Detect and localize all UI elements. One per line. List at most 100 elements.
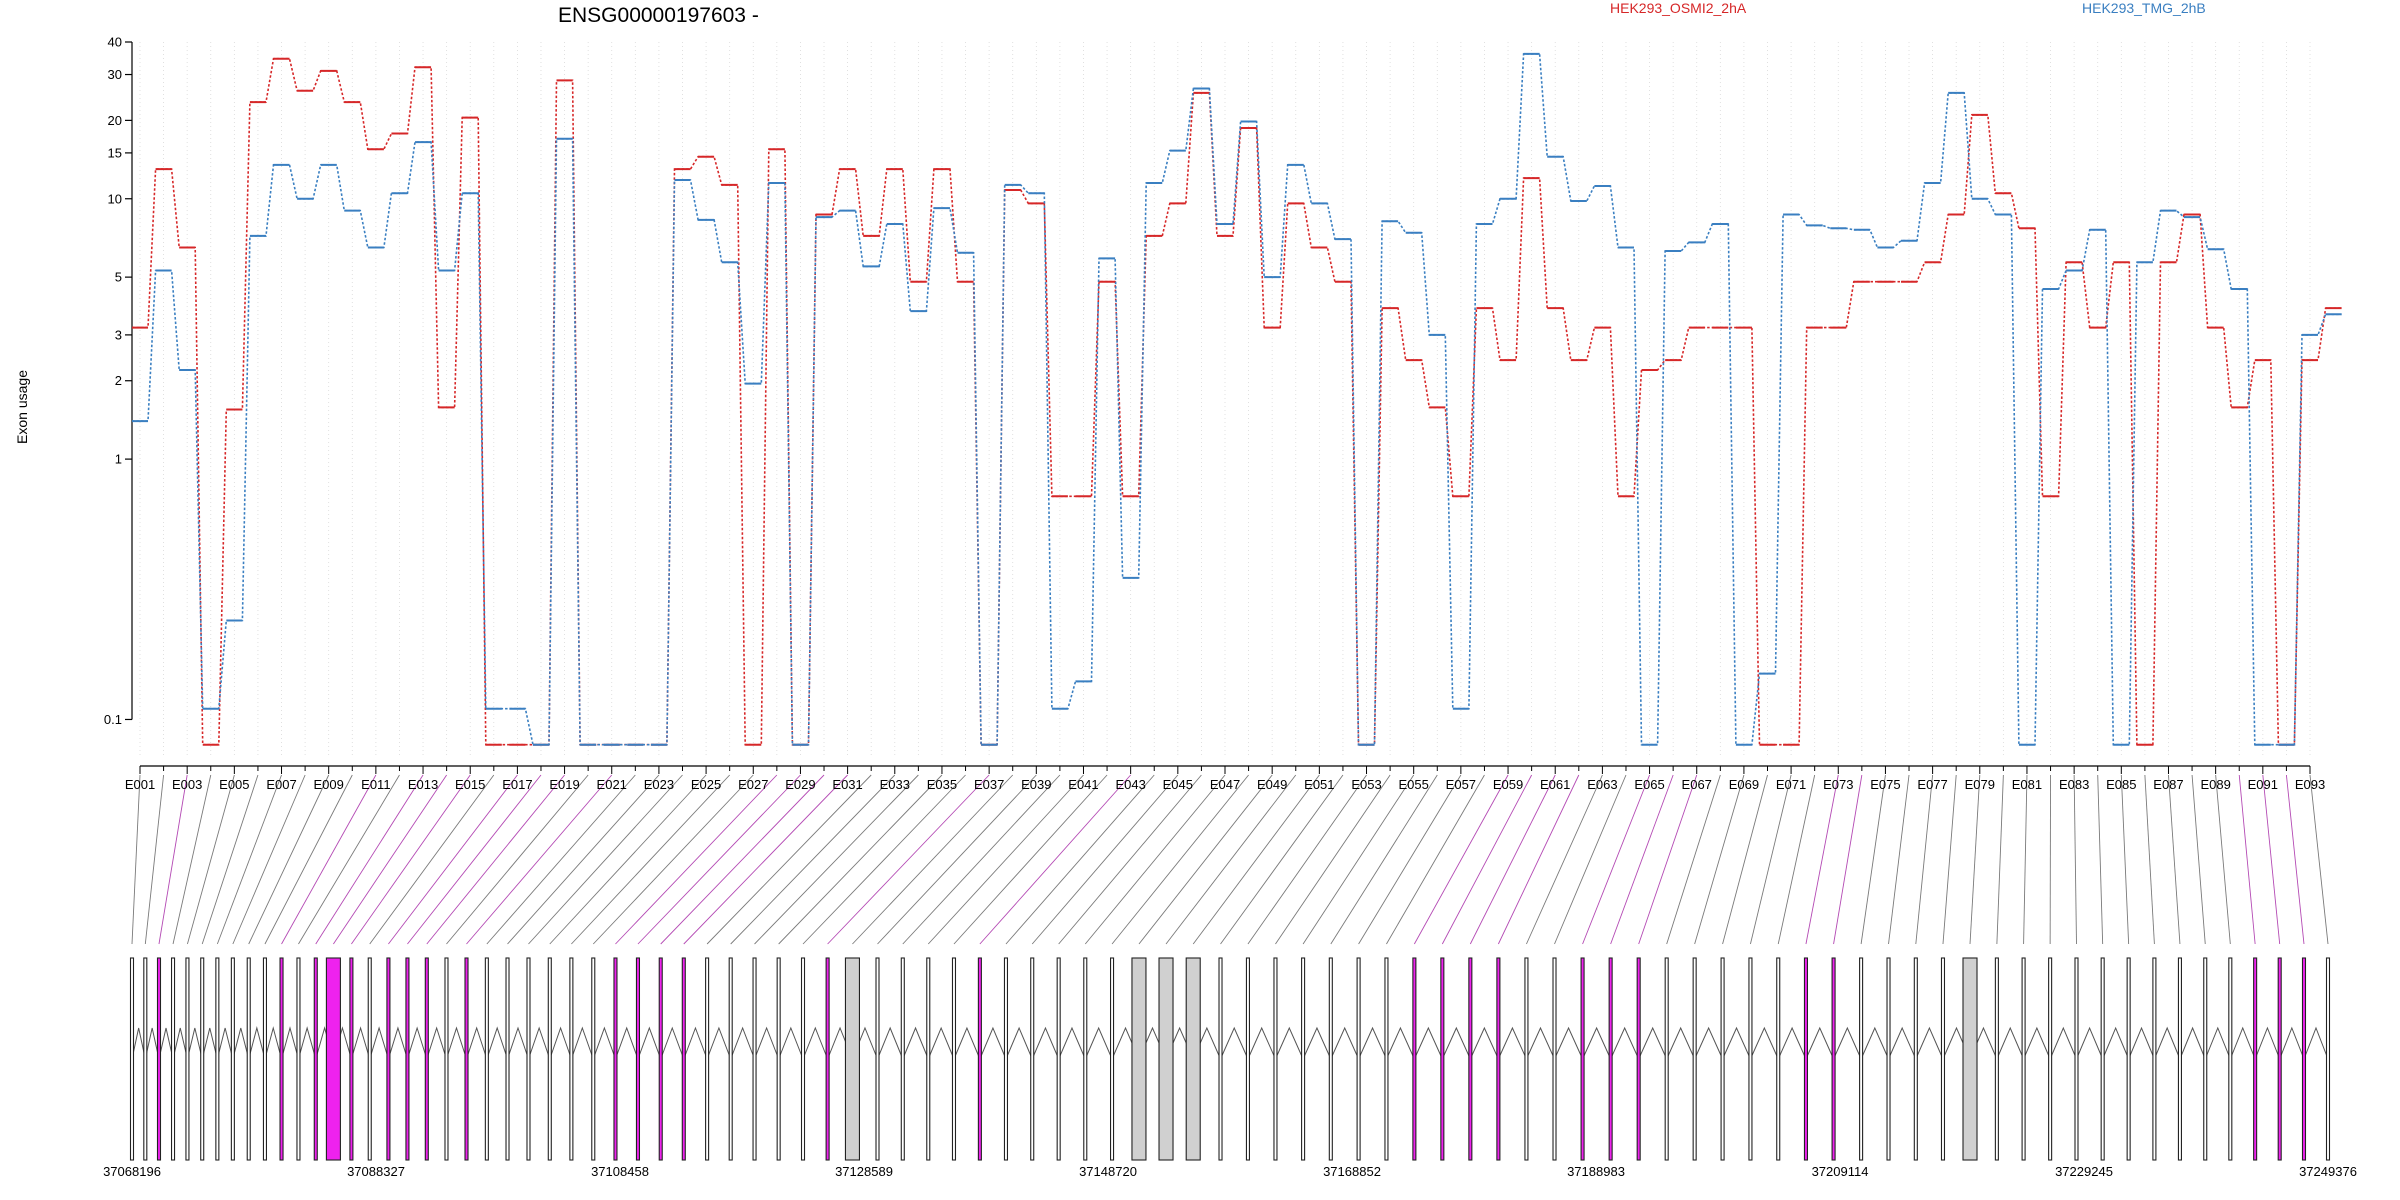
- x-tick-label: E017: [502, 777, 532, 792]
- exon-box: [2126, 957, 2131, 1161]
- exon-link-line: [1554, 774, 1627, 945]
- exon-link-line: [1469, 774, 1556, 945]
- intron-line: [1860, 1026, 1889, 1060]
- exon-box: [464, 957, 469, 1161]
- exon-link-line: [528, 774, 683, 945]
- exon-link-line: [351, 774, 471, 945]
- exon-link-line: [1526, 774, 1603, 945]
- intron-line: [1749, 1026, 1779, 1060]
- exon-link-line: [298, 774, 400, 945]
- exon-box: [844, 957, 860, 1161]
- exon-box: [424, 957, 429, 1161]
- exon-box: [547, 957, 552, 1161]
- exon-link-line: [388, 774, 518, 945]
- x-tick-label: E039: [1021, 777, 1051, 792]
- exon-link-line: [2285, 774, 2305, 945]
- intron-line: [1247, 1026, 1276, 1060]
- exon-link-line: [426, 774, 565, 945]
- intron-line: [1469, 1026, 1499, 1060]
- exon-link-line: [1111, 774, 1249, 945]
- intron-line: [232, 1027, 250, 1060]
- exon-link-line: [2238, 774, 2256, 945]
- x-tick-label: E085: [2106, 777, 2136, 792]
- x-tick-label: E081: [2012, 777, 2042, 792]
- exon-box: [1273, 957, 1278, 1161]
- axes: 0.1 1 2 3 5 10 15 20 30 40 E001 E003 E005 E007 E009 E01…: [104, 35, 2325, 793]
- exon-link-line: [1722, 774, 1768, 945]
- exon-link-line: [158, 774, 188, 945]
- y-tick-label: 2: [115, 373, 122, 388]
- intron-line: [1694, 1026, 1724, 1060]
- exon-link-line: [144, 774, 165, 945]
- exon-link-line: [1610, 774, 1674, 945]
- intron-line: [1805, 1026, 1835, 1060]
- exon-box: [1940, 957, 1946, 1161]
- exon-box: [776, 957, 781, 1161]
- exon-box: [1468, 957, 1473, 1161]
- intron-line: [2204, 1026, 2231, 1060]
- intron-line: [406, 1026, 428, 1060]
- exon-box: [2074, 957, 2079, 1161]
- x-tick-label: E071: [1776, 777, 1806, 792]
- exon-link-line: [1497, 774, 1580, 945]
- intron-line: [2254, 1026, 2281, 1060]
- exon-box: [1776, 957, 1781, 1161]
- exon-box: [156, 957, 162, 1161]
- exon-box: [1831, 957, 1836, 1161]
- x-tick-label: E035: [927, 777, 957, 792]
- intron-line: [1582, 1026, 1612, 1060]
- intron-line: [144, 1027, 160, 1060]
- intron-line: [2102, 1026, 2130, 1060]
- exon-link-line: [1888, 774, 1910, 945]
- intron-line: [902, 1026, 929, 1060]
- exon-link-line: [1005, 774, 1155, 945]
- exon-box: [2203, 957, 2208, 1161]
- x-tick-label: E055: [1399, 777, 1429, 792]
- exon-link-line: [1694, 774, 1745, 945]
- y-tick-label: 5: [115, 270, 122, 285]
- x-tick-label: E057: [1446, 777, 1476, 792]
- x-tick-label: E013: [408, 777, 438, 792]
- x-tick-label: E005: [219, 777, 249, 792]
- genomic-position-label: 37128589: [835, 1164, 893, 1179]
- exon-box: [1524, 957, 1529, 1161]
- exon-box: [825, 957, 830, 1161]
- y-tick-label: 1: [115, 452, 122, 467]
- intron-line: [2128, 1026, 2155, 1060]
- exon-box: [2048, 957, 2053, 1161]
- intron-line: [1915, 1026, 1944, 1060]
- exon-link-line: [754, 774, 919, 945]
- intron-line: [1220, 1026, 1249, 1060]
- x-tick-label: E077: [1917, 777, 1947, 792]
- exon-box: [569, 957, 574, 1161]
- x-tick-label: E009: [314, 777, 344, 792]
- exon-box: [1131, 957, 1147, 1161]
- intron-line: [1386, 1026, 1415, 1060]
- intron-line: [1833, 1026, 1862, 1060]
- x-tick-label: E079: [1965, 777, 1995, 792]
- exon-link-line: [2073, 774, 2077, 945]
- x-tick-label: E015: [455, 777, 485, 792]
- exon-box: [1636, 957, 1641, 1161]
- exon-link-line: [683, 774, 848, 945]
- intron-line: [1610, 1026, 1640, 1060]
- legend-item-series-2: HEK293_TMG_2hB: [2082, 0, 2206, 16]
- x-tick-label: E073: [1823, 777, 1853, 792]
- exon-link-lines: [131, 774, 2329, 945]
- intron-line: [549, 1026, 572, 1060]
- exon-box: [2100, 957, 2105, 1161]
- intron-line: [2049, 1026, 2077, 1060]
- intron-line: [754, 1026, 780, 1060]
- x-tick-label: E083: [2059, 777, 2089, 792]
- x-tick-label: E031: [832, 777, 862, 792]
- exon-link-line: [1413, 774, 1509, 945]
- exon-box: [1552, 957, 1557, 1161]
- y-tick-label: 10: [108, 191, 122, 206]
- x-tick-label: E045: [1163, 777, 1193, 792]
- grid-lines: [139, 42, 2311, 758]
- exon-link-line: [172, 774, 212, 945]
- intron-line: [979, 1026, 1007, 1060]
- x-tick-label: E019: [549, 777, 579, 792]
- intron-line: [264, 1026, 283, 1060]
